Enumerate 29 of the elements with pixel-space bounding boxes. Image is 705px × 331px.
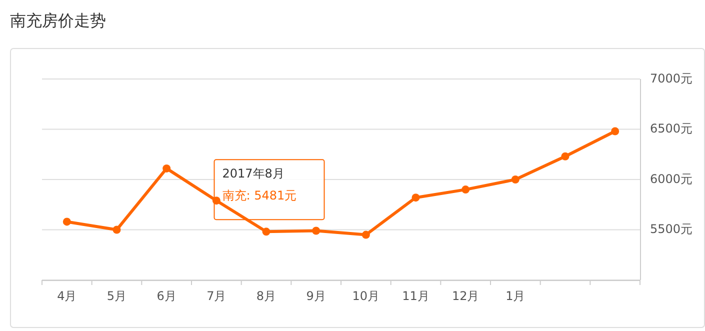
x-tick-label: 7月 — [206, 289, 226, 303]
x-tick-label: 12月 — [452, 289, 480, 303]
point — [561, 152, 570, 160]
point — [162, 164, 171, 172]
x-tick-label: 11月 — [402, 289, 430, 303]
y-tick-label: 6000元 — [650, 172, 693, 186]
point — [611, 127, 620, 136]
y-tick-label: 5500元 — [650, 222, 693, 236]
point — [212, 196, 220, 205]
annotation: 2017年8月 — [222, 166, 284, 181]
x-tick-label: 9月 — [306, 289, 326, 303]
point — [312, 226, 320, 235]
x-tick-label: 6月 — [156, 289, 176, 303]
y-tick-label: 6500元 — [650, 122, 693, 136]
x-tick-label: 5月 — [106, 289, 127, 303]
annotation: 南充: 5481元 — [222, 188, 297, 203]
point — [262, 228, 270, 236]
y-tick-label: 7000元 — [650, 71, 693, 86]
point — [62, 218, 71, 226]
x-tick-label: 8月 — [256, 289, 276, 303]
point — [112, 226, 121, 234]
point — [511, 176, 520, 184]
chart-title: 南充房价走势 — [10, 11, 106, 30]
x-tick-label: 4月 — [57, 289, 77, 303]
point — [462, 186, 470, 194]
point — [362, 230, 370, 239]
x-tick-label: 1月 — [506, 289, 526, 303]
x-tick-label: 10月 — [352, 289, 380, 303]
point — [412, 194, 420, 202]
